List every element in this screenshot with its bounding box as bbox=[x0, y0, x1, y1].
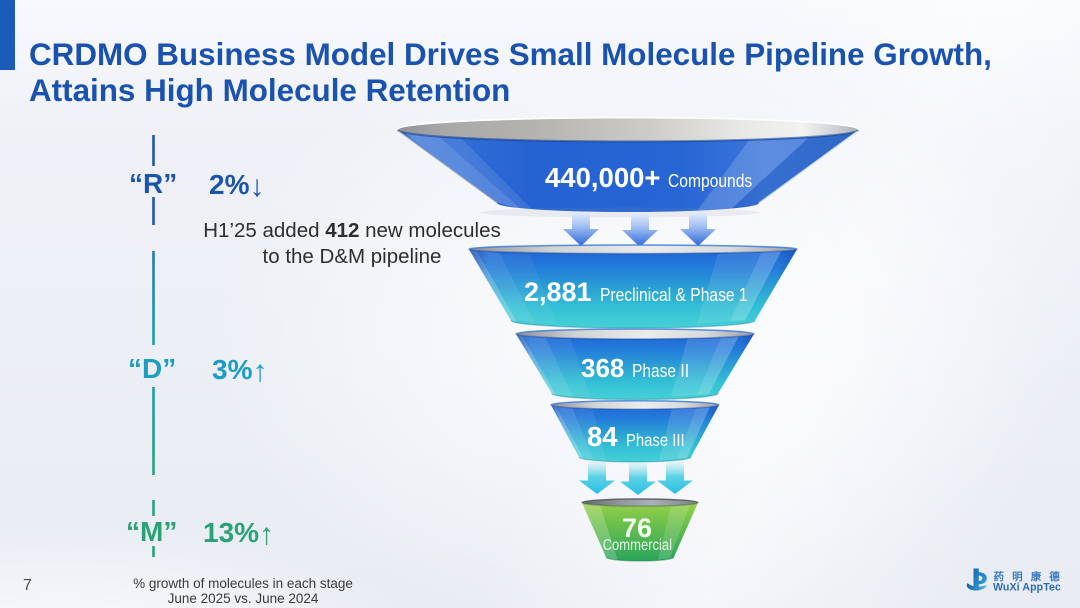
svg-text:WuXi AppTec: WuXi AppTec bbox=[993, 582, 1061, 594]
svg-text:药明康德: 药明康德 bbox=[994, 570, 1068, 583]
